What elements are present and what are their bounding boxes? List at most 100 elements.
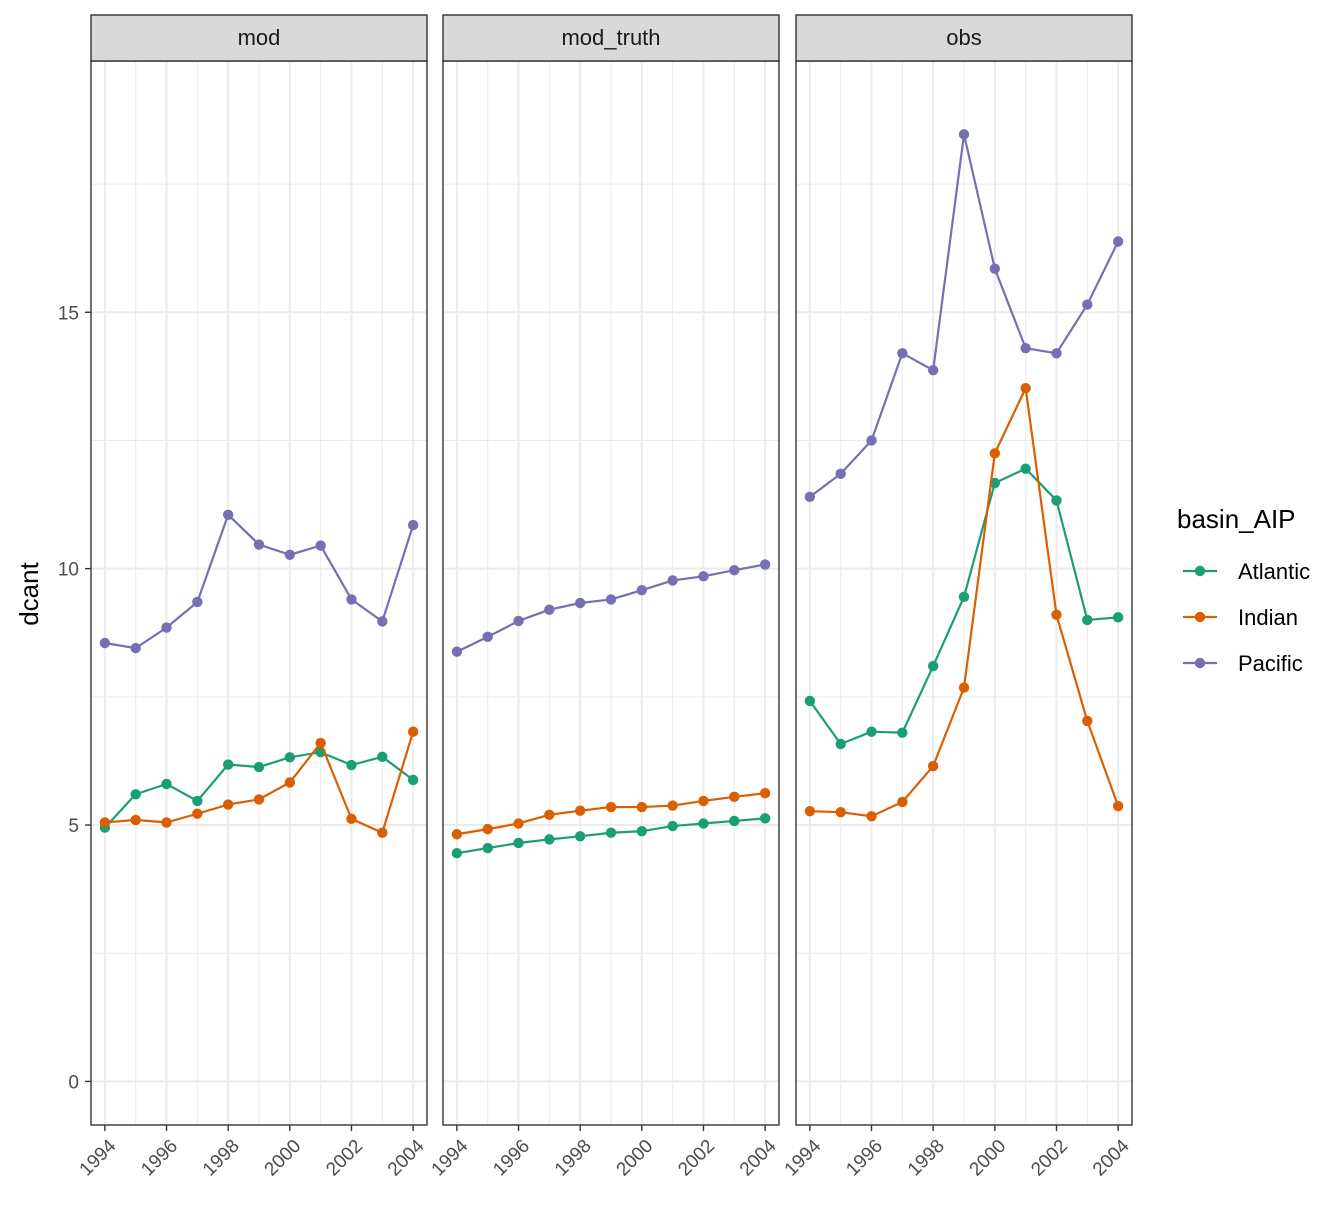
data-point-atlantic [1082,614,1093,626]
x-tick-label: 1996 [137,1136,182,1181]
data-point-pacific [759,559,771,570]
data-point-pacific [605,594,617,605]
data-point-indian [866,811,877,822]
y-tick-label: 15 [58,303,79,324]
data-point-atlantic [161,778,172,790]
data-point-pacific [574,597,586,609]
data-point-pacific [377,616,388,627]
data-point-pacific [407,519,419,531]
data-point-pacific [99,637,111,649]
data-point-indian [161,817,172,828]
data-point-pacific [513,615,524,627]
x-tick-label: 2000 [261,1136,306,1181]
data-point-pacific [667,575,678,586]
data-point-atlantic [377,751,388,763]
data-point-atlantic [605,827,617,838]
data-point-pacific [927,365,939,376]
data-point-atlantic [729,815,740,827]
data-point-indian [284,777,296,788]
data-point-pacific [1082,299,1093,310]
data-point-indian [315,737,326,749]
data-point-atlantic [544,834,555,845]
facet-strip-label: mod [238,25,281,50]
data-point-atlantic [835,738,846,750]
facet-strip [442,14,780,62]
data-point-indian [1112,800,1124,812]
legend-items: Atlantic Indian Pacific [1183,559,1310,676]
data-point-indian [222,799,234,810]
data-point-pacific [346,594,357,605]
data-point-indian [759,788,771,799]
data-point-indian [1051,609,1062,620]
data-point-indian [451,829,463,840]
data-point-atlantic [804,695,816,707]
x-tick-label: 1996 [842,1136,887,1181]
data-point-pacific [866,435,877,446]
legend-key-point [1194,657,1206,669]
data-point-atlantic [284,752,296,763]
legend-label: Pacific [1238,651,1303,676]
data-point-indian [544,809,555,820]
data-point-indian [192,808,203,819]
x-tick-label: 2004 [1089,1135,1134,1180]
data-point-pacific [698,571,709,582]
data-point-atlantic [192,795,203,807]
data-point-atlantic [636,825,648,837]
data-point-pacific [1051,348,1062,359]
data-point-atlantic [513,837,524,849]
data-point-indian [346,813,357,825]
data-point-atlantic [1020,463,1031,474]
y-tick-label: 0 [68,1072,79,1093]
x-tick-label: 2002 [1027,1136,1072,1181]
data-point-indian [1082,715,1093,727]
data-point-pacific [130,642,141,654]
data-point-pacific [192,596,203,608]
y-tick-label: 5 [68,816,79,837]
x-tick-label: 1998 [199,1136,244,1181]
data-point-atlantic [346,759,357,771]
data-point-pacific [958,129,970,140]
data-point-indian [574,805,586,816]
data-point-atlantic [897,727,908,738]
data-point-pacific [835,468,846,479]
legend-key-point [1194,611,1206,623]
data-point-indian [605,801,617,813]
data-point-indian [377,827,388,838]
facet-strip [90,14,428,62]
x-tick-label: 2004 [384,1135,429,1180]
data-point-indian [835,807,846,818]
data-point-indian [698,795,709,807]
data-point-pacific [1112,236,1124,247]
data-point-pacific [482,631,493,643]
x-tick-label: 1998 [551,1136,596,1181]
x-tick-label: 1996 [489,1136,534,1181]
data-point-pacific [989,263,1001,274]
data-point-pacific [451,646,463,657]
data-point-pacific [544,604,555,615]
facet-strip-label: obs [946,25,981,50]
panel-mod: mod 1994 1996 1998 2000 2002 2004 0 5 10 15 [58,14,429,1181]
data-point-pacific [284,549,296,560]
facet-strip [795,14,1133,62]
data-point-atlantic [130,789,141,800]
y-axis-title: dcant [14,561,44,625]
x-tick-label: 1994 [428,1135,473,1180]
data-point-indian [407,726,419,737]
data-point-indian [253,794,265,805]
panel-obs: obs 1994 1996 1998 2000 2002 2004 [781,14,1134,1181]
data-point-atlantic [222,759,234,770]
data-point-atlantic [667,820,678,832]
x-tick-label: 2000 [966,1136,1011,1181]
data-point-indian [1020,382,1031,394]
data-point-pacific [729,564,740,576]
data-point-atlantic [866,726,877,737]
data-point-atlantic [759,813,771,824]
data-point-atlantic [253,761,265,773]
data-point-atlantic [958,591,970,603]
data-point-indian [729,791,740,803]
legend-item-indian: Indian [1183,605,1298,630]
data-point-indian [804,805,816,817]
data-point-atlantic [1112,612,1124,623]
data-point-indian [636,801,648,813]
data-point-indian [927,760,939,772]
